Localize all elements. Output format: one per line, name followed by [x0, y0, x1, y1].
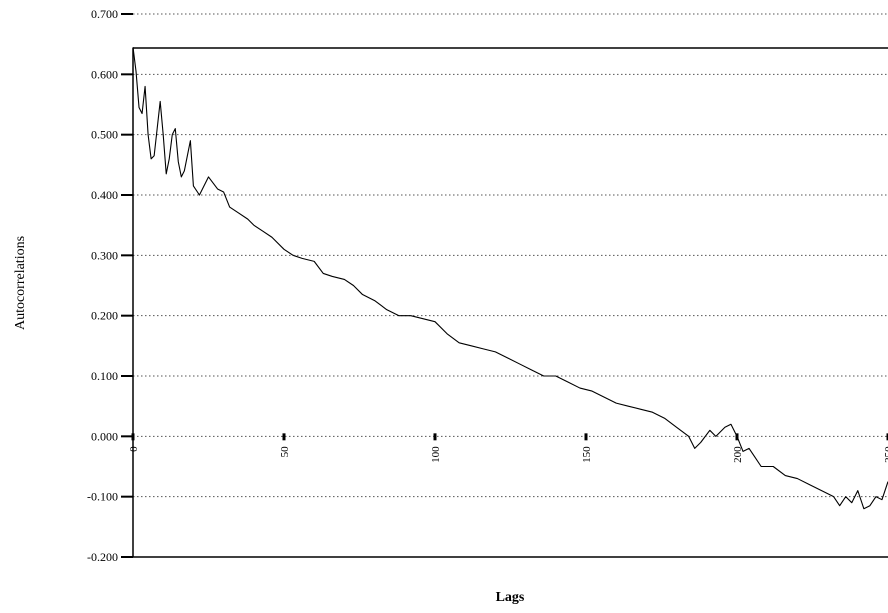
- y-tick-label: 0.200: [91, 309, 118, 323]
- y-tick-label: 0.400: [91, 188, 118, 202]
- x-tick-label: 100: [430, 446, 442, 463]
- labels: 0.700 0.600 0.500 0.400 0.300 0.200 0.100 0.000…: [13, 7, 888, 605]
- gridlines: [133, 13, 888, 498]
- y-axis-title: Autocorrelations: [13, 236, 28, 330]
- y-tick-label: 0.000: [91, 429, 118, 443]
- series-line: [132, 47, 888, 510]
- y-tick-label: -0.100: [87, 490, 118, 504]
- x-tick-label: 0: [128, 446, 140, 452]
- y-tick-label: -0.200: [87, 550, 118, 564]
- y-tick-label: 0.300: [91, 248, 118, 262]
- x-tick-label: 200: [732, 446, 744, 463]
- x-axis-title: Lags: [496, 590, 525, 605]
- x-tick-label: 250: [883, 446, 888, 463]
- y-tick-label: 0.600: [91, 67, 118, 81]
- series-layer: [132, 47, 888, 510]
- x-tick-label: 150: [581, 446, 593, 463]
- y-tick-label: 0.700: [91, 7, 118, 21]
- y-tick-label: 0.100: [91, 369, 118, 383]
- y-tick-label: 0.500: [91, 128, 118, 142]
- axes: [121, 13, 888, 558]
- x-tick-label: 50: [279, 446, 291, 458]
